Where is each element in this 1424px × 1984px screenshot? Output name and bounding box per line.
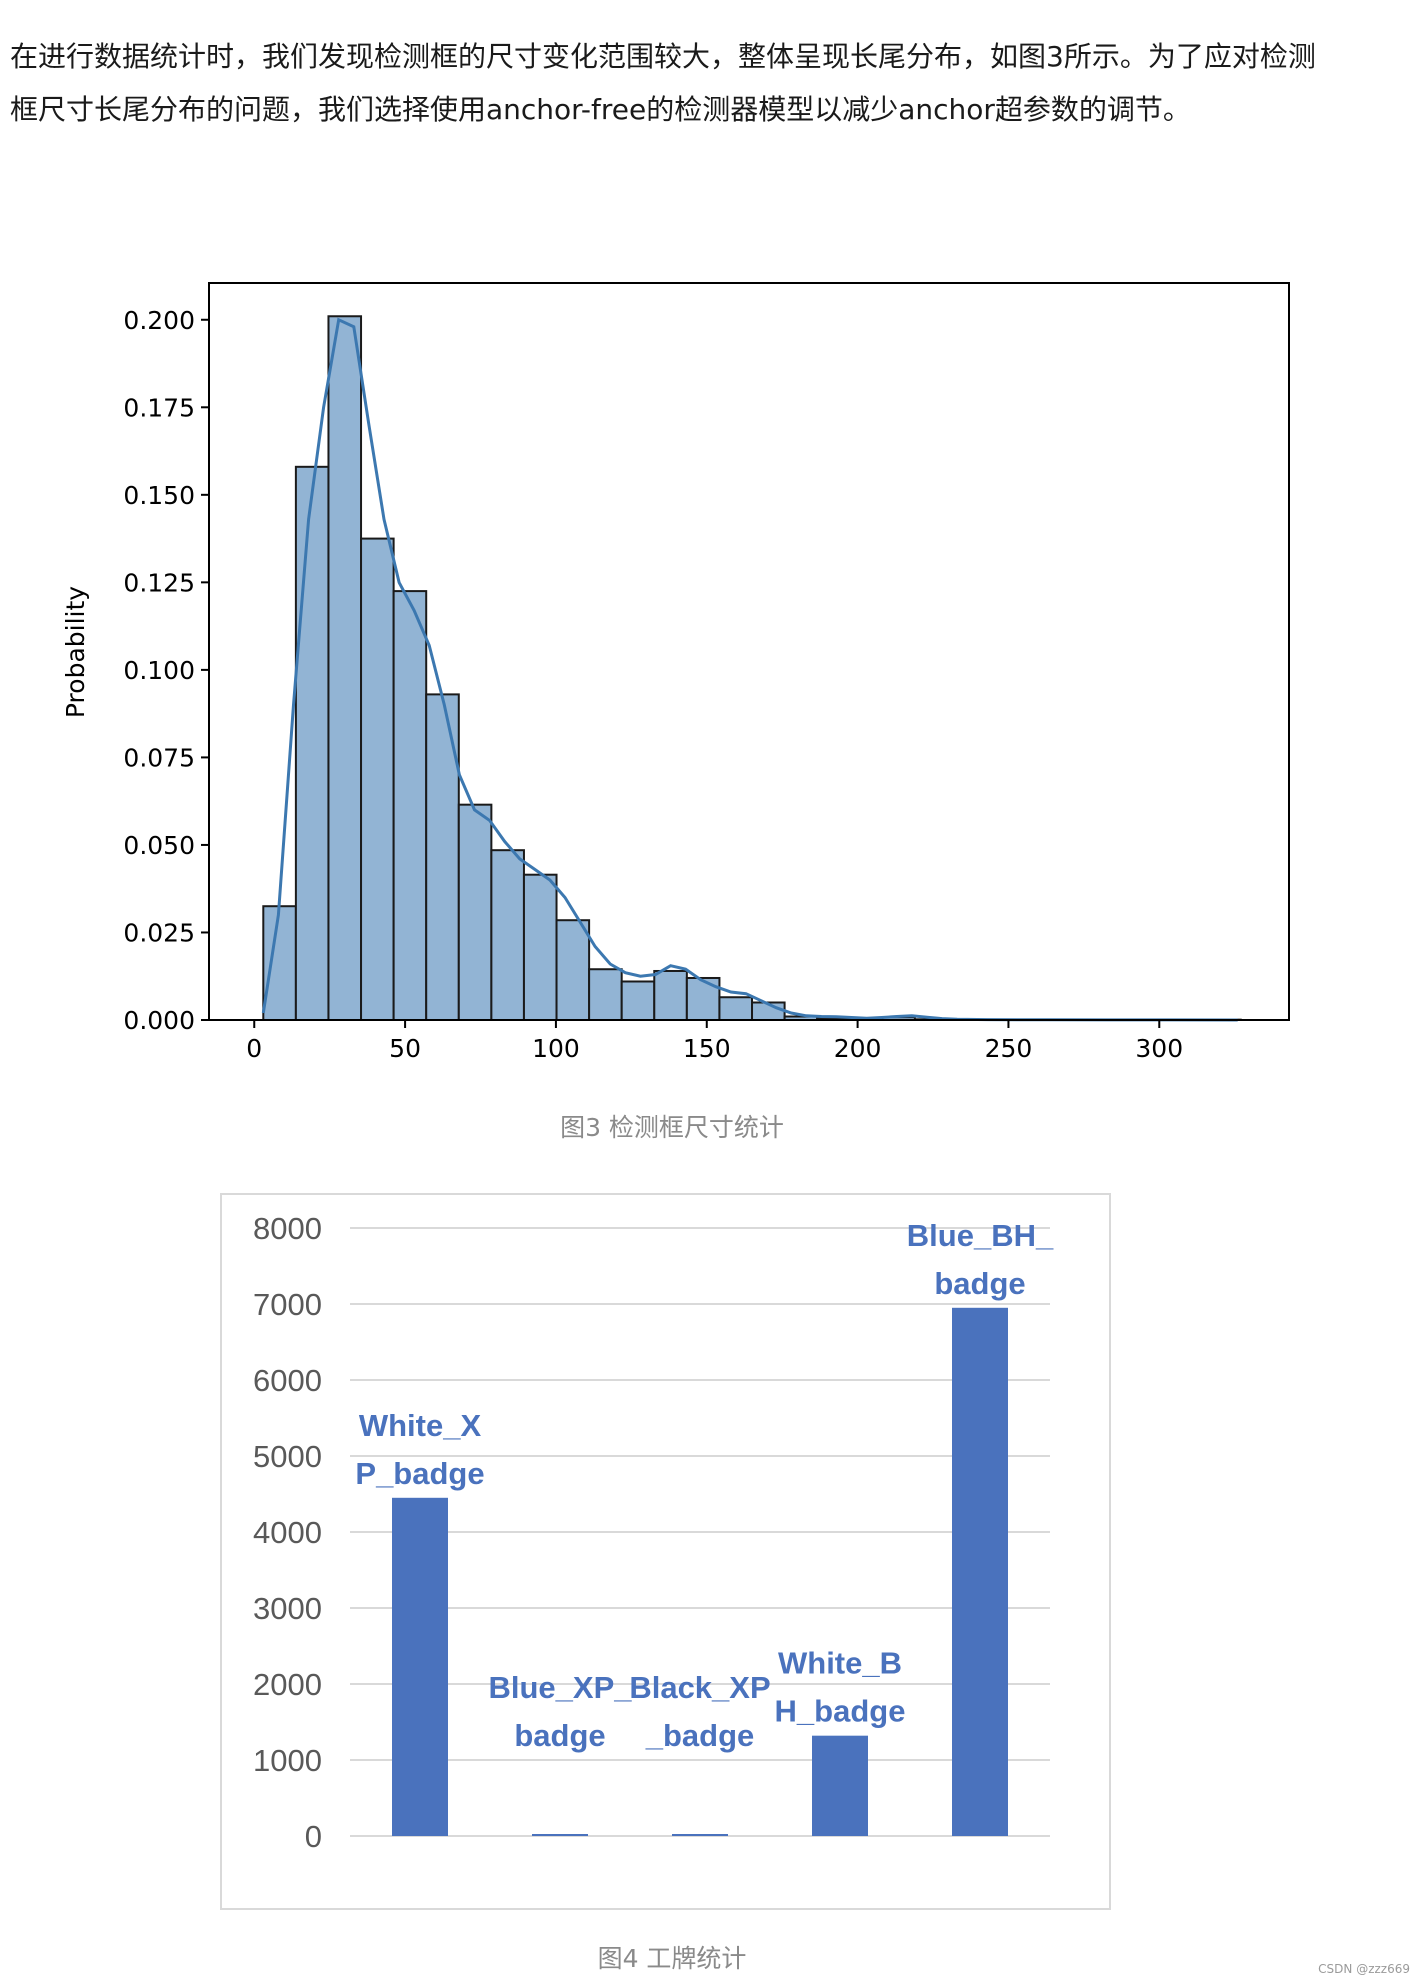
histogram-bar xyxy=(620,980,656,1022)
plot-frame xyxy=(208,282,1290,1021)
y-tick-label: 5000 xyxy=(253,1439,322,1474)
histogram-bar xyxy=(490,849,525,1021)
badge-bar xyxy=(672,1834,728,1836)
y-tick-label: 0.100 xyxy=(123,656,195,685)
data-label: P_badge xyxy=(355,1456,484,1491)
y-tick-label: 0.150 xyxy=(123,481,195,510)
y-tick-label: 4000 xyxy=(253,1515,322,1550)
histogram-bar xyxy=(685,976,721,1021)
histogram-bar xyxy=(360,537,395,1021)
y-axis-label: Probability xyxy=(61,586,90,718)
y-tick-label: 0.175 xyxy=(123,393,195,422)
y-tick-label: 7000 xyxy=(253,1287,322,1322)
badge-bar xyxy=(532,1834,588,1836)
x-tick-label: 50 xyxy=(389,1034,421,1063)
y-tick-label: 0.075 xyxy=(123,743,195,772)
badge-bar-chart: 0 1000 2000 3000 4000 5000 6000 7000 8000 White_… xyxy=(253,1211,1054,1854)
histogram-bar xyxy=(327,315,363,1021)
histogram-bar xyxy=(522,873,558,1021)
x-tick-label: 300 xyxy=(1135,1034,1183,1063)
y-tick-label: 8000 xyxy=(253,1211,322,1246)
histogram-bar xyxy=(588,968,623,1022)
data-label: H_badge xyxy=(775,1694,906,1729)
figure3-caption: 图3 检测框尺寸统计 xyxy=(560,1113,784,1142)
y-tick-label: 2000 xyxy=(253,1667,322,1702)
y-tick-label: 0.200 xyxy=(123,306,195,335)
y-tick-label: 1000 xyxy=(253,1743,322,1778)
data-label: White_X xyxy=(359,1408,482,1443)
size-distribution-histogram: 0 50 100 150 200 250 300 0.000 0.025 0.050 0.075 0… xyxy=(61,282,1290,1063)
y-tick-label: 0.000 xyxy=(123,1006,195,1035)
histogram-bar xyxy=(294,465,330,1021)
x-tick-label: 250 xyxy=(985,1034,1033,1063)
histogram-bar xyxy=(718,996,754,1022)
data-label: White_B xyxy=(778,1646,902,1681)
histogram-bar xyxy=(262,905,297,1022)
y-tick-label: 0.025 xyxy=(123,918,195,947)
badge-bar xyxy=(392,1497,448,1836)
histogram-bar xyxy=(653,969,688,1022)
x-tick-label: 100 xyxy=(532,1034,580,1063)
data-label: Blue_XP_ xyxy=(488,1670,632,1705)
histogram-bar xyxy=(457,803,493,1021)
kde-curve xyxy=(261,317,1238,1022)
data-label: badge xyxy=(934,1266,1025,1301)
data-label: Blue_BH_ xyxy=(907,1218,1054,1253)
y-tick-label: 0.125 xyxy=(123,568,195,597)
badge-bar xyxy=(812,1735,868,1836)
watermark: CSDN @zzz669 xyxy=(1318,1962,1410,1976)
y-tick-label: 0 xyxy=(305,1819,322,1854)
histogram-bar xyxy=(555,919,591,1021)
figure4-caption: 图4 工牌统计 xyxy=(597,1944,747,1973)
data-label: badge xyxy=(514,1718,605,1753)
badge-bar xyxy=(952,1307,1008,1836)
x-tick-label: 150 xyxy=(683,1034,731,1063)
x-tick-label: 200 xyxy=(834,1034,882,1063)
histogram-bar xyxy=(392,590,428,1021)
body-paragraph: 在进行数据统计时，我们发现检测框的尺寸变化范围较大，整体呈现长尾分布，如图3所示… xyxy=(10,40,1316,126)
y-tick-label: 6000 xyxy=(253,1363,322,1398)
y-tick-label: 0.050 xyxy=(123,831,195,860)
data-label: _badge xyxy=(645,1718,755,1753)
x-tick-label: 0 xyxy=(246,1034,262,1063)
data-label: Black_XP xyxy=(629,1670,770,1705)
y-tick-label: 3000 xyxy=(253,1591,322,1626)
